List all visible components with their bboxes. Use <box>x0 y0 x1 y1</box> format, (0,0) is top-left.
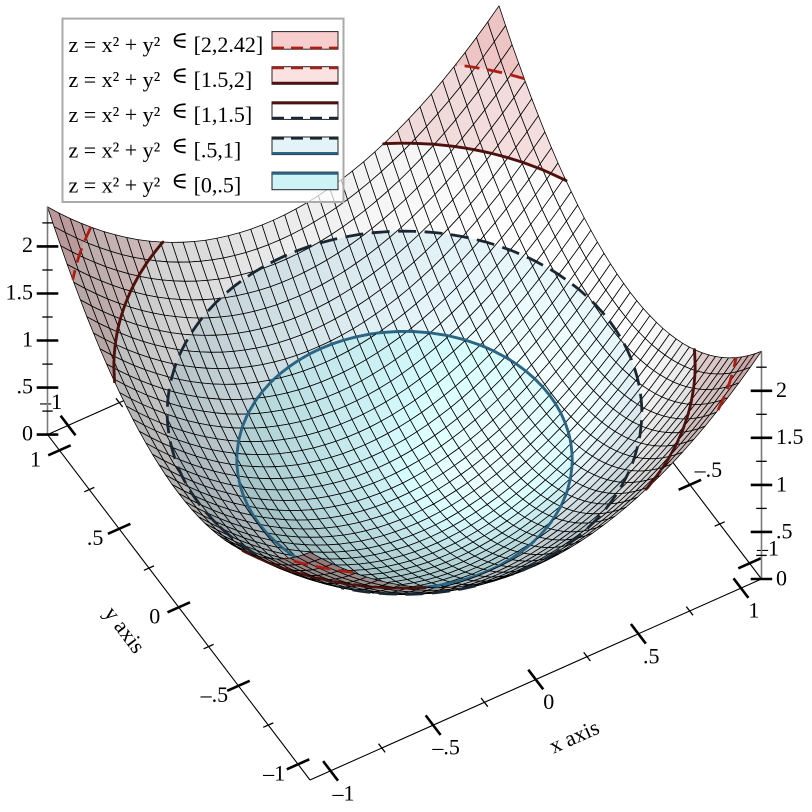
svg-text:[0,.5]: [0,.5] <box>194 172 242 197</box>
svg-text:–1: –1 <box>39 389 62 414</box>
svg-text:2: 2 <box>22 232 33 257</box>
svg-text:.5: .5 <box>643 643 660 668</box>
svg-text:–1: –1 <box>332 780 355 805</box>
svg-text:0: 0 <box>543 689 554 714</box>
svg-text:1.5: 1.5 <box>776 424 804 449</box>
svg-text:z = x² + y²: z = x² + y² <box>69 172 161 197</box>
svg-text:0: 0 <box>22 420 33 445</box>
svg-text:–1: –1 <box>262 761 285 786</box>
svg-text:.5: .5 <box>87 525 104 550</box>
svg-text:.5: .5 <box>17 373 34 398</box>
svg-text:1: 1 <box>776 471 787 496</box>
svg-text:z = x² + y²: z = x² + y² <box>69 32 161 57</box>
svg-text:2: 2 <box>776 377 787 402</box>
svg-text:z = x² + y²: z = x² + y² <box>69 102 161 127</box>
svg-text:1: 1 <box>22 326 33 351</box>
svg-text:[2,2.42]: [2,2.42] <box>194 32 264 57</box>
svg-text:1.5: 1.5 <box>6 279 34 304</box>
svg-text:1: 1 <box>30 447 41 472</box>
svg-text:.5: .5 <box>776 518 793 543</box>
svg-text:[1,1.5]: [1,1.5] <box>194 102 253 127</box>
svg-text:–.5: –.5 <box>694 457 723 482</box>
svg-text:0: 0 <box>149 604 160 629</box>
svg-text:0: 0 <box>776 565 787 590</box>
svg-text:–.5: –.5 <box>200 682 229 707</box>
svg-text:–.5: –.5 <box>431 735 460 760</box>
svg-text:z = x² + y²: z = x² + y² <box>69 67 161 92</box>
svg-text:[.5,1]: [.5,1] <box>194 137 242 162</box>
svg-text:z = x² + y²: z = x² + y² <box>69 137 161 162</box>
svg-text:1: 1 <box>748 598 759 623</box>
svg-text:[1.5,2]: [1.5,2] <box>194 67 253 92</box>
